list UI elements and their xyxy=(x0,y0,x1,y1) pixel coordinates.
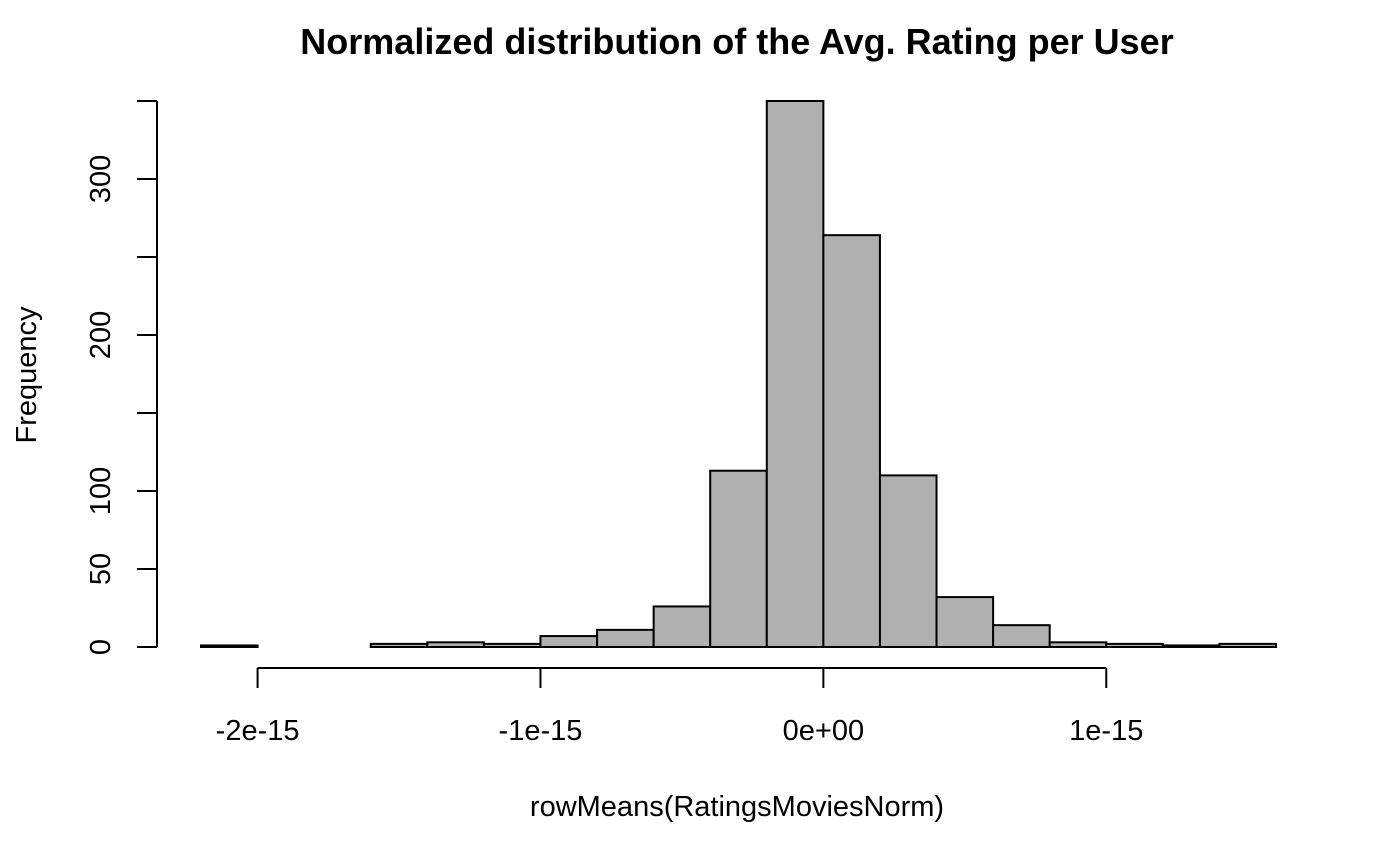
histogram-bar xyxy=(539,635,599,649)
y-tick-label: 200 xyxy=(85,311,117,359)
histogram-bar xyxy=(200,644,259,649)
histogram-bar xyxy=(992,624,1051,648)
histogram-bar xyxy=(1105,642,1164,649)
histogram-bar xyxy=(652,605,712,649)
x-tick-label: 1e-15 xyxy=(1069,715,1143,747)
y-axis: 0 50 100 200 300 xyxy=(85,100,158,655)
x-tick-label: 0e+00 xyxy=(783,715,864,747)
y-tick-label: 100 xyxy=(85,467,117,515)
histogram-bar xyxy=(1161,644,1221,649)
histogram-bar xyxy=(822,234,881,648)
y-tick-label: 50 xyxy=(85,553,117,585)
histogram-bar xyxy=(765,100,825,648)
histogram-bar xyxy=(426,641,485,649)
x-tick-label: -1e-15 xyxy=(499,715,583,747)
histogram-bar xyxy=(369,642,429,649)
histogram-bar xyxy=(709,469,768,648)
x-axis-label: rowMeans(RatingsMoviesNorm) xyxy=(530,791,944,823)
histogram-bar xyxy=(878,474,938,648)
y-tick-label: 300 xyxy=(85,155,117,203)
histogram-bar xyxy=(935,596,995,649)
chart-title: Normalized distribution of the Avg. Rati… xyxy=(300,21,1173,62)
x-tick-label: -2e-15 xyxy=(216,715,300,747)
histogram-bars xyxy=(200,100,1277,649)
y-axis-label: Frequency xyxy=(11,306,43,444)
histogram-bar xyxy=(1048,641,1108,649)
histogram-bar xyxy=(1218,642,1277,649)
y-tick-label: 0 xyxy=(85,639,117,655)
x-axis: -2e-15 -1e-15 0e+00 1e-15 xyxy=(216,667,1143,747)
histogram-bar xyxy=(596,628,655,649)
histogram-bar xyxy=(482,642,542,649)
